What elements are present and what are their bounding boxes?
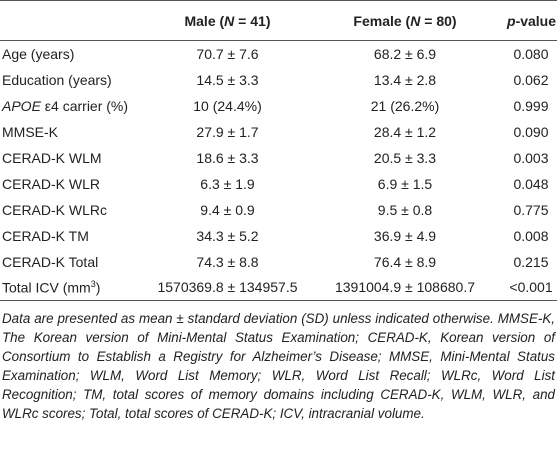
table-cell: 0.003 bbox=[513, 149, 549, 166]
label-part: APOE bbox=[2, 97, 41, 114]
row-label: Age (years) bbox=[0, 41, 150, 67]
row-label: APOE ε4 carrier (%) bbox=[0, 93, 150, 119]
table-cell: 0.215 bbox=[513, 253, 549, 270]
label-part: MMSE-K bbox=[2, 123, 58, 140]
table-cell: 0.090 bbox=[513, 123, 549, 140]
table-row: APOE ε4 carrier (%) 10 (24.4%) 21 (26.2%) 0… bbox=[0, 93, 557, 119]
table-cell: 21 (26.2%) bbox=[370, 97, 440, 114]
row-label: CERAD-K WLM bbox=[0, 145, 150, 171]
table-cell: 0.048 bbox=[513, 175, 549, 192]
label-part: CERAD-K WLR bbox=[2, 175, 101, 192]
table-row: MMSE-K 27.9 ± 1.7 28.4 ± 1.2 0.090 bbox=[0, 119, 557, 145]
label-part: Total ICV (mm bbox=[2, 279, 91, 296]
table-cell: 74.3 ± 8.8 bbox=[196, 253, 259, 270]
label-part: Age (years) bbox=[2, 45, 75, 62]
label-part: Education (years) bbox=[2, 71, 112, 88]
footnote: Data are presented as mean ± standard de… bbox=[2, 311, 555, 421]
label-part: ε4 carrier (%) bbox=[40, 97, 129, 114]
table-cell: 34.3 ± 5.2 bbox=[196, 227, 259, 244]
table-cell: 68.2 ± 6.9 bbox=[373, 45, 437, 62]
table-cell: 0.062 bbox=[513, 71, 549, 88]
header-cell: p-value bbox=[505, 0, 557, 41]
label-part: CERAD-K WLM bbox=[2, 149, 102, 166]
table-cell: 36.9 ± 4.9 bbox=[373, 227, 437, 244]
table-row: CERAD-K Total 74.3 ± 8.8 76.4 ± 8.9 0.215 bbox=[0, 249, 557, 275]
row-label: Total ICV (mm3) bbox=[0, 274, 150, 301]
table-cell: 0.999 bbox=[513, 97, 549, 114]
table-cell: 13.4 ± 2.8 bbox=[373, 71, 437, 88]
table-cell: 10 (24.4%) bbox=[193, 97, 262, 114]
table-cell: 0.775 bbox=[513, 201, 549, 218]
table-cell: 28.4 ± 1.2 bbox=[373, 123, 437, 140]
table-row: Total ICV (mm3) 1570369.8 ± 134957.5 13910… bbox=[0, 274, 557, 301]
table-cell: 9.4 ± 0.9 bbox=[200, 201, 255, 218]
table-cell: <0.001 bbox=[505, 274, 557, 301]
label-part: ) bbox=[95, 279, 101, 296]
row-label: CERAD-K WLRc bbox=[0, 197, 150, 223]
header-row: Male (N = 41) Female (N = 80) p-value bbox=[0, 0, 557, 41]
table-cell: 14.5 ± 3.3 bbox=[196, 71, 259, 88]
table-cell: 6.3 ± 1.9 bbox=[200, 175, 255, 192]
label-part: CERAD-K Total bbox=[2, 253, 99, 270]
table-row: CERAD-K TM 34.3 ± 5.2 36.9 ± 4.9 0.008 bbox=[0, 223, 557, 249]
table-cell: 1570369.8 ± 134957.5 bbox=[150, 274, 305, 301]
table-cell: 70.7 ± 7.6 bbox=[196, 45, 259, 62]
table-cell: 0.008 bbox=[513, 227, 549, 244]
row-label: Education (years) bbox=[0, 67, 150, 93]
label-part: 3 bbox=[90, 278, 96, 289]
table-row: CERAD-K WLRc 9.4 ± 0.9 9.5 ± 0.8 0.775 bbox=[0, 197, 557, 223]
table-row: CERAD-K WLM 18.6 ± 3.3 20.5 ± 3.3 0.003 bbox=[0, 145, 557, 171]
row-label: CERAD-K TM bbox=[0, 223, 150, 249]
table-cell: 27.9 ± 1.7 bbox=[196, 123, 259, 140]
table-cell: 1391004.9 ± 108680.7 bbox=[305, 274, 505, 301]
label-part: CERAD-K TM bbox=[2, 227, 89, 244]
table-row: Age (years) 70.7 ± 7.6 68.2 ± 6.9 0.080 bbox=[0, 41, 557, 67]
table-cell: 20.5 ± 3.3 bbox=[373, 149, 437, 166]
table-cell: 6.9 ± 1.5 bbox=[377, 175, 433, 192]
table-cell: 0.080 bbox=[513, 45, 549, 62]
table-row: Education (years) 14.5 ± 3.3 13.4 ± 2.8 0.0… bbox=[0, 67, 557, 93]
header-cell: Male (N = 41) bbox=[150, 0, 305, 41]
table-cell: 76.4 ± 8.9 bbox=[373, 253, 437, 270]
table-cell: 9.5 ± 0.8 bbox=[377, 201, 433, 218]
row-label: MMSE-K bbox=[0, 119, 150, 145]
row-label: CERAD-K WLR bbox=[0, 171, 150, 197]
header-cell: Female (N = 80) bbox=[305, 0, 505, 41]
row-label: CERAD-K Total bbox=[0, 249, 150, 275]
table-cell: 18.6 ± 3.3 bbox=[196, 149, 259, 166]
table-row: CERAD-K WLR 6.3 ± 1.9 6.9 ± 1.5 0.048 bbox=[0, 171, 557, 197]
label-part: CERAD-K WLRc bbox=[2, 201, 108, 218]
data-table: Male (N = 41) Female (N = 80) p-value Ag… bbox=[0, 0, 557, 301]
